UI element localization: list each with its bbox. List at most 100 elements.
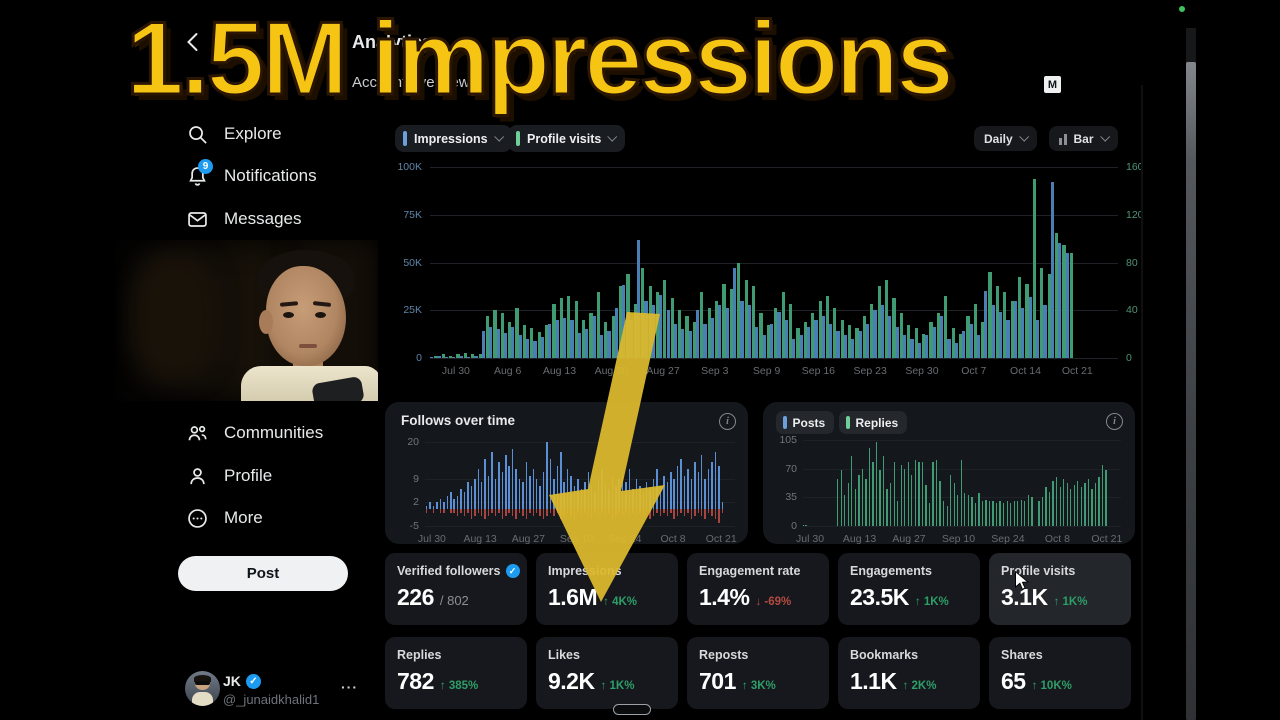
gridline: [803, 440, 1121, 441]
bar-chart-icon: [1059, 133, 1067, 145]
sidebar-item-explore[interactable]: Explore: [185, 120, 282, 148]
follows-bar-chart[interactable]: Jul 30 Aug 13 Aug 27 Sep 10 Sep 24 Oct 8 Oct 2…: [418, 442, 737, 545]
follows-bar: [429, 502, 431, 510]
unfollows-bar: [604, 509, 607, 516]
stat-card-label: Engagements: [850, 564, 968, 578]
y-axis-label: 160: [1126, 161, 1144, 173]
follows-bar: [494, 478, 497, 510]
series1-bar: [489, 327, 493, 358]
posts-replies-bar-chart[interactable]: Jul 30 Aug 13 Aug 27 Sep 10 Sep 24 Oct 8 Oct 2…: [796, 440, 1122, 545]
back-arrow-icon[interactable]: [182, 30, 206, 54]
post-button[interactable]: Post: [178, 556, 348, 591]
account-overview-tab[interactable]: Account overview: [352, 74, 470, 91]
bar-series: [430, 167, 1118, 358]
sidebar-item-communities[interactable]: Communities: [185, 419, 323, 447]
bar-group: [951, 440, 955, 526]
series2-bar: [981, 501, 984, 526]
info-icon[interactable]: i: [719, 413, 736, 430]
series2-bar: [1047, 274, 1051, 358]
unfollows-bar: [621, 509, 624, 516]
series2-bar: [936, 312, 940, 358]
profile-visits-metric-dropdown[interactable]: Profile visits: [508, 125, 626, 152]
gridline: [803, 526, 1121, 527]
account-handle: @_junaidkhalid1: [223, 692, 320, 707]
bar-group: [651, 167, 660, 358]
unfollows-bar: [463, 509, 466, 516]
sidebar-item-more[interactable]: More: [185, 504, 263, 532]
stat-label-text: Shares: [1001, 648, 1043, 662]
chart-type-dropdown[interactable]: Bar: [1049, 126, 1118, 151]
sidebar-item-messages[interactable]: Messages: [185, 205, 301, 233]
stat-label-text: Impressions: [548, 564, 622, 578]
bar-group: [856, 440, 860, 526]
stat-card-engagement-rate[interactable]: Engagement rate 1.4% ↓ -69%: [687, 553, 829, 625]
follows-bar: [666, 482, 669, 510]
x-axis-label: Sep 16: [801, 365, 836, 377]
bar-group: [487, 509, 490, 526]
bar-group: [511, 167, 519, 358]
stat-card-verified-followers[interactable]: Verified followers ✓ 226 / 802: [385, 553, 527, 625]
series2-bar: [751, 286, 756, 358]
account-more-button[interactable]: ···: [341, 679, 358, 695]
account-avatar[interactable]: [185, 671, 220, 706]
follows-bar: [539, 485, 541, 510]
stat-card-bookmarks[interactable]: Bookmarks 1.1K ↑ 2K%: [838, 637, 980, 709]
bar-group: [683, 442, 686, 510]
series2-bar: [964, 493, 966, 526]
vertical-scrollbar[interactable]: [1186, 28, 1196, 720]
series2-bar: [1006, 501, 1008, 526]
period-label: Daily: [984, 131, 1013, 146]
sidebar-item-notifications[interactable]: 9 Notifications: [185, 159, 317, 190]
info-icon[interactable]: i: [1106, 413, 1123, 430]
bar-group: [490, 442, 493, 510]
follows-bar: [587, 472, 590, 510]
stat-card-delta: ↑ 4K%: [603, 596, 638, 608]
stat-card-impressions[interactable]: Impressions 1.6M ↑ 4K%: [536, 553, 678, 625]
follows-bar: [470, 485, 473, 510]
bar-group: [442, 509, 445, 526]
impressions-metric-dropdown[interactable]: Impressions: [395, 125, 512, 152]
bar-group: [717, 509, 720, 526]
bar-group: [930, 440, 934, 526]
series2-bar: [960, 460, 962, 526]
bar-group: [538, 442, 541, 510]
series1-bar: [651, 304, 655, 358]
stat-card-reposts[interactable]: Reposts 701 ↑ 3K%: [687, 637, 829, 709]
series2-bar: [811, 312, 815, 358]
main-bar-chart[interactable]: Jul 30 Aug 6 Aug 13 Aug 20 Aug 27 Sep 3 Sep 9 S…: [430, 167, 1118, 377]
series2-bar: [929, 322, 933, 358]
y-axis-label: 0: [1126, 352, 1132, 364]
sidebar-label: Profile: [224, 466, 273, 485]
bar-group: [548, 167, 556, 358]
follows-bar: [508, 465, 510, 510]
period-dropdown[interactable]: Daily: [974, 126, 1037, 151]
bar-group: [980, 440, 984, 526]
stat-card-likes[interactable]: Likes 9.2K ↑ 1K%: [536, 637, 678, 709]
series1-bar: [806, 327, 811, 358]
bar-group: [891, 440, 895, 526]
horizontal-scroll-handle[interactable]: [613, 704, 651, 715]
posts-legend-button[interactable]: Posts: [776, 411, 835, 434]
people-icon: [185, 421, 209, 445]
series2-bar: [515, 307, 519, 358]
stat-card-engagements[interactable]: Engagements 23.5K ↑ 1K%: [838, 553, 980, 625]
bar-group: [439, 442, 442, 510]
vertical-scrollbar-thumb[interactable]: [1186, 62, 1196, 720]
gridline: [425, 526, 735, 527]
y-axis-label: 120: [1126, 208, 1144, 221]
period-m-badge[interactable]: M: [1044, 76, 1061, 93]
bar-group: [703, 509, 706, 526]
x-axis-label: Oct 8: [660, 533, 686, 545]
series1-bar: [1050, 182, 1054, 358]
stat-card-profile-visits[interactable]: Profile visits 3.1K ↑ 1K%: [989, 553, 1131, 625]
stat-card-delta: ↑ 2K%: [902, 680, 937, 692]
replies-legend-button[interactable]: Replies: [839, 411, 908, 434]
stat-card-replies[interactable]: Replies 782 ↑ 385%: [385, 637, 527, 709]
sidebar-item-profile[interactable]: Profile: [185, 462, 272, 490]
bar-group: [497, 442, 500, 510]
follows-bar: [446, 495, 449, 510]
bar-group: [470, 509, 473, 526]
bar-group: [690, 509, 693, 526]
bar-group: [673, 442, 676, 510]
stat-card-shares[interactable]: Shares 65 ↑ 10K%: [989, 637, 1131, 709]
